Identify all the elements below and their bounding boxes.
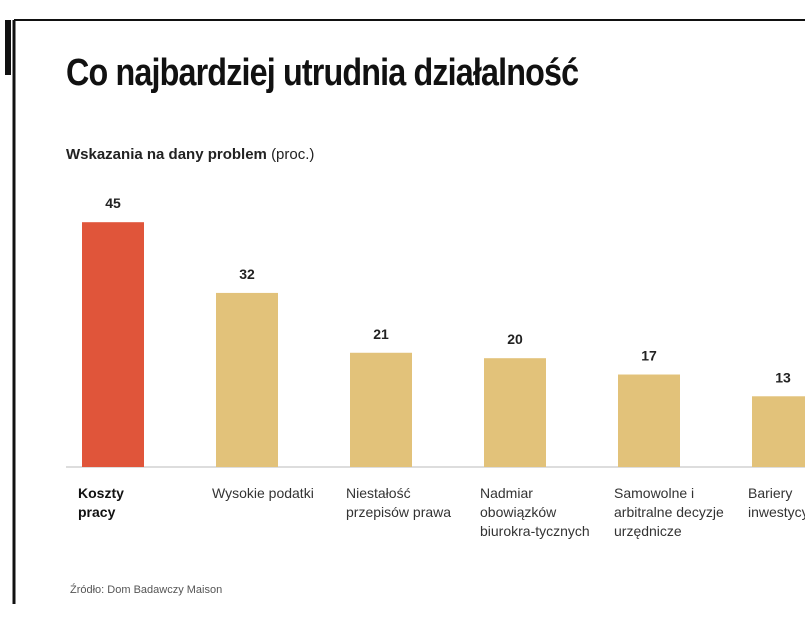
bar — [484, 358, 546, 467]
bar — [216, 292, 278, 467]
x-tick-label: Koszty pracy — [78, 485, 124, 520]
x-tick-label: Niestałość przepisów prawa — [346, 485, 452, 520]
unit: (proc.) — [271, 146, 315, 163]
value-label: 32 — [239, 266, 255, 282]
x-tick-label: Bariery inwestycyjne — [748, 485, 805, 520]
x-tick-label: Nadmiar obowiązków biurokra-tycznych — [480, 485, 590, 539]
value-label: 20 — [507, 331, 523, 347]
source: Źródło: Dom Badawczy Maison — [70, 584, 223, 596]
chart-title: Co najbardziej utrudnia działalność — [66, 52, 579, 94]
x-tick-label: Wysokie podatki — [212, 485, 314, 501]
value-label: 45 — [105, 195, 121, 211]
subtitle-text: Wskazania na dany problem — [66, 146, 267, 163]
x-tick-label: Samowolne i arbitralne decyzje urzędnicz… — [614, 485, 724, 539]
bar — [752, 396, 805, 467]
value-label: 13 — [775, 369, 791, 385]
subtitle: Wskazania na dany problem (proc.) — [66, 146, 314, 163]
bar — [350, 352, 412, 467]
value-label: 17 — [641, 348, 657, 364]
bar — [618, 374, 680, 467]
bar — [82, 222, 144, 467]
value-label: 21 — [373, 326, 389, 342]
